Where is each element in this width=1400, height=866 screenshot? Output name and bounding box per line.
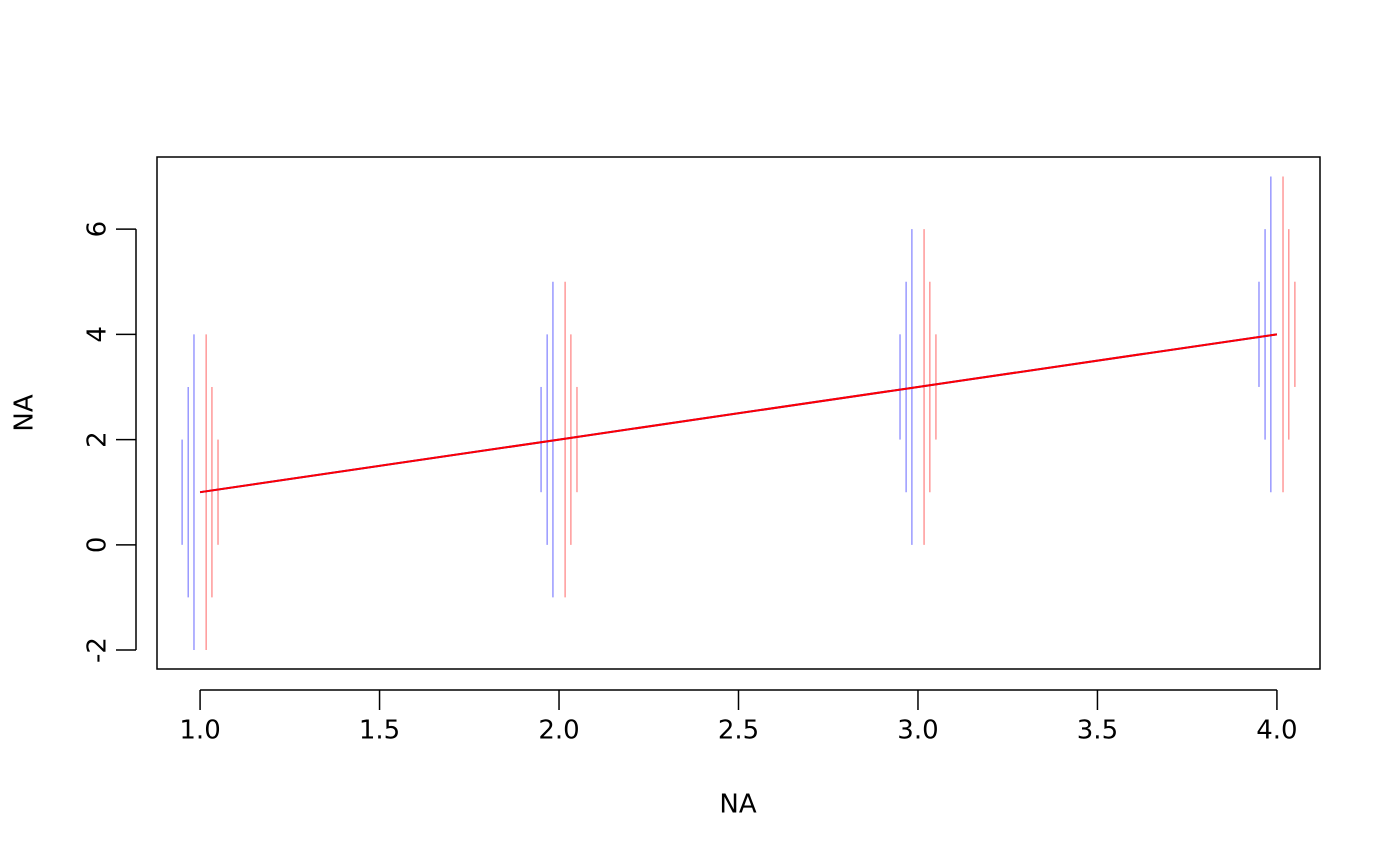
y-axis-label: NA: [10, 394, 40, 431]
x-tick-label: 1.0: [179, 716, 220, 746]
y-tick-label: 2: [83, 431, 113, 448]
x-tick-label: 4.0: [1256, 716, 1297, 746]
x-axis-label: NA: [719, 790, 756, 820]
x-tick-label: 2.0: [538, 716, 579, 746]
x-tick-label: 3.5: [1077, 716, 1118, 746]
x-tick-label: 3.0: [897, 716, 938, 746]
y-tick-label: 6: [83, 221, 113, 238]
plot-box: [156, 156, 1321, 670]
x-tick-label: 2.5: [718, 716, 759, 746]
y-tick-label: 0: [83, 537, 113, 554]
y-tick-label: 4: [83, 326, 113, 343]
data-line: [199, 333, 1278, 494]
y-tick-label: -2: [83, 637, 113, 663]
x-tick-label: 1.5: [359, 716, 400, 746]
